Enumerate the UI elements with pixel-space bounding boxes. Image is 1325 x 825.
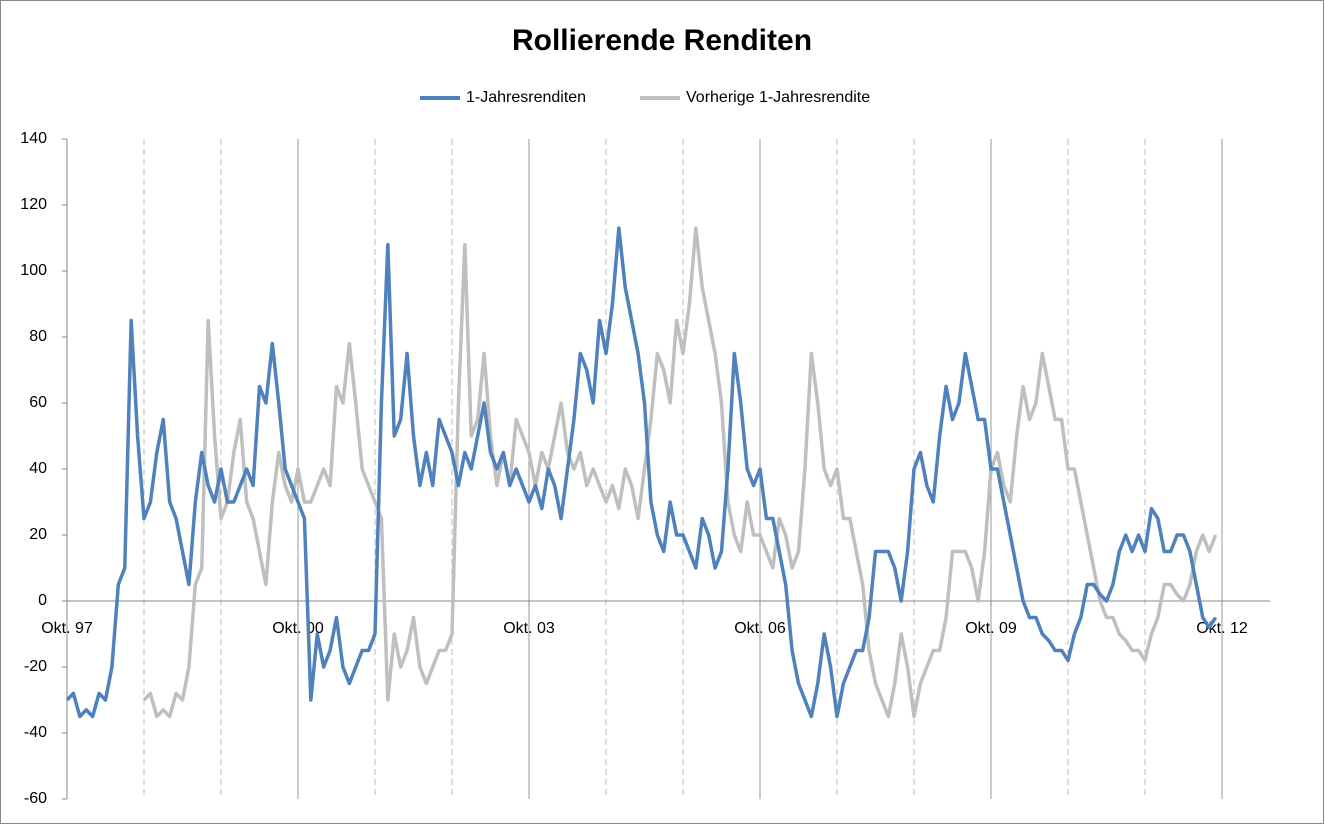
- legend-label: Vorherige 1-Jahresrendite: [686, 89, 870, 106]
- y-tick-label: 0: [38, 592, 47, 609]
- y-tick-label: 40: [29, 460, 47, 477]
- x-tick-label: Okt. 00: [272, 620, 324, 637]
- x-tick-label: Okt. 97: [41, 620, 93, 637]
- chart-title: Rollierende Renditen: [512, 24, 812, 57]
- y-tick-label: 20: [29, 526, 47, 543]
- y-tick-label: 140: [20, 130, 47, 147]
- y-tick-label: -40: [24, 724, 47, 741]
- y-tick-label: -20: [24, 658, 47, 675]
- x-tick-label: Okt. 12: [1196, 620, 1248, 637]
- y-tick-label: -60: [24, 790, 47, 807]
- y-tick-label: 60: [29, 394, 47, 411]
- x-tick-label: Okt. 09: [965, 620, 1017, 637]
- y-tick-label: 120: [20, 196, 47, 213]
- x-tick-label: Okt. 06: [734, 620, 786, 637]
- x-tick-label: Okt. 03: [503, 620, 555, 637]
- legend-label: 1-Jahresrenditen: [466, 89, 586, 106]
- series-line: [65, 226, 1218, 719]
- series-line: [142, 226, 1218, 719]
- y-tick-label: 80: [29, 328, 47, 345]
- y-tick-label: 100: [20, 262, 47, 279]
